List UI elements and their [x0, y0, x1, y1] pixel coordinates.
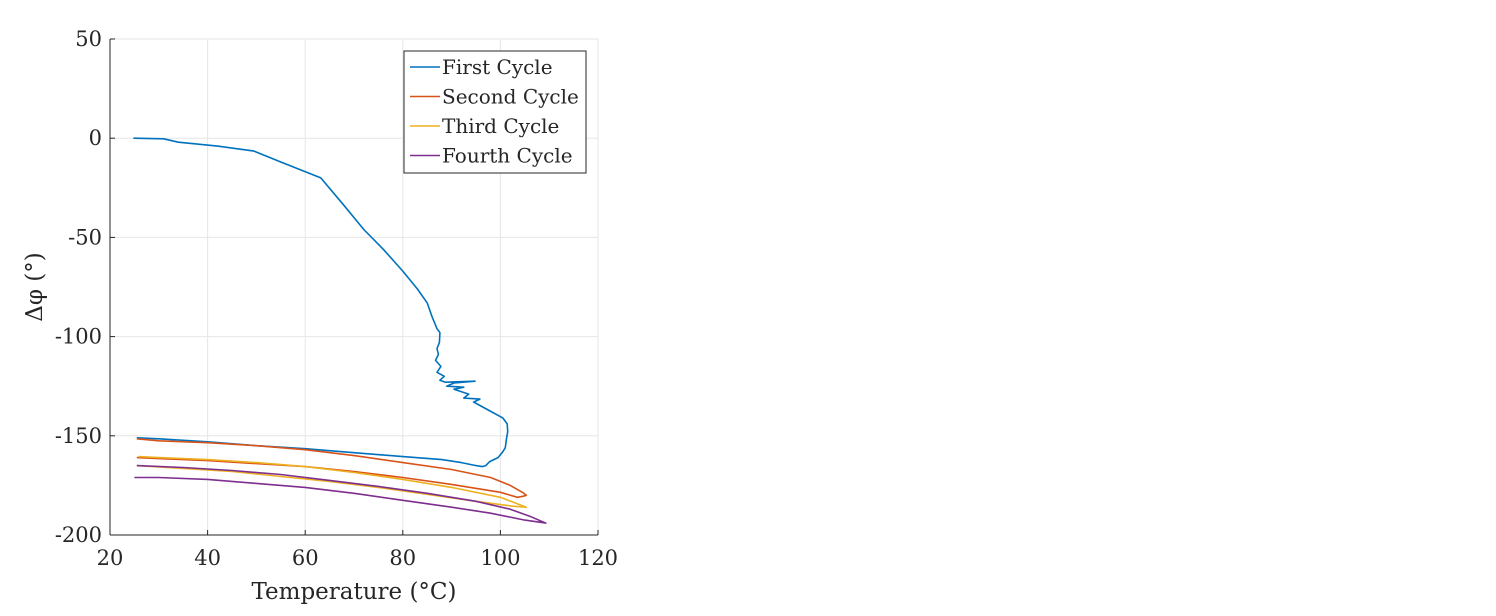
legend-label-1: First Cycle: [442, 55, 553, 79]
legend-label-2: Second Cycle: [442, 85, 579, 109]
y-tick-label: 0: [89, 126, 102, 150]
y-axis-label: Δφ (°): [22, 252, 48, 321]
y-tick-label: -100: [55, 325, 102, 349]
x-tick-label: 60: [292, 546, 319, 570]
x-tick-label: 100: [480, 546, 520, 570]
grid: [109, 38, 599, 536]
x-tick-label: 20: [97, 546, 124, 570]
series-line-3: [136, 455, 528, 508]
legend: First Cycle Second Cycle Third Cycle Fourth…: [403, 50, 587, 174]
legend-label-4: Fourth Cycle: [442, 144, 573, 168]
series-layer: [133, 137, 547, 524]
x-tick-label: 40: [194, 546, 221, 570]
x-tick-label: 80: [389, 546, 416, 570]
ticks: 20 40 60 80 100 120 50 0 -50 -100 -150 -200: [55, 27, 618, 570]
legend-label-3: Third Cycle: [442, 114, 559, 138]
series-line-1: [133, 137, 509, 468]
y-tick-label: 50: [75, 27, 102, 51]
axes: [109, 39, 598, 536]
y-tick-label: -150: [55, 424, 102, 448]
x-axis-label: Temperature (°C): [251, 579, 456, 605]
x-tick-label: 120: [578, 546, 618, 570]
y-tick-label: -50: [68, 225, 102, 249]
y-tick-label: -200: [55, 523, 102, 547]
legend-box: [403, 50, 587, 174]
series-line-4: [134, 464, 547, 524]
